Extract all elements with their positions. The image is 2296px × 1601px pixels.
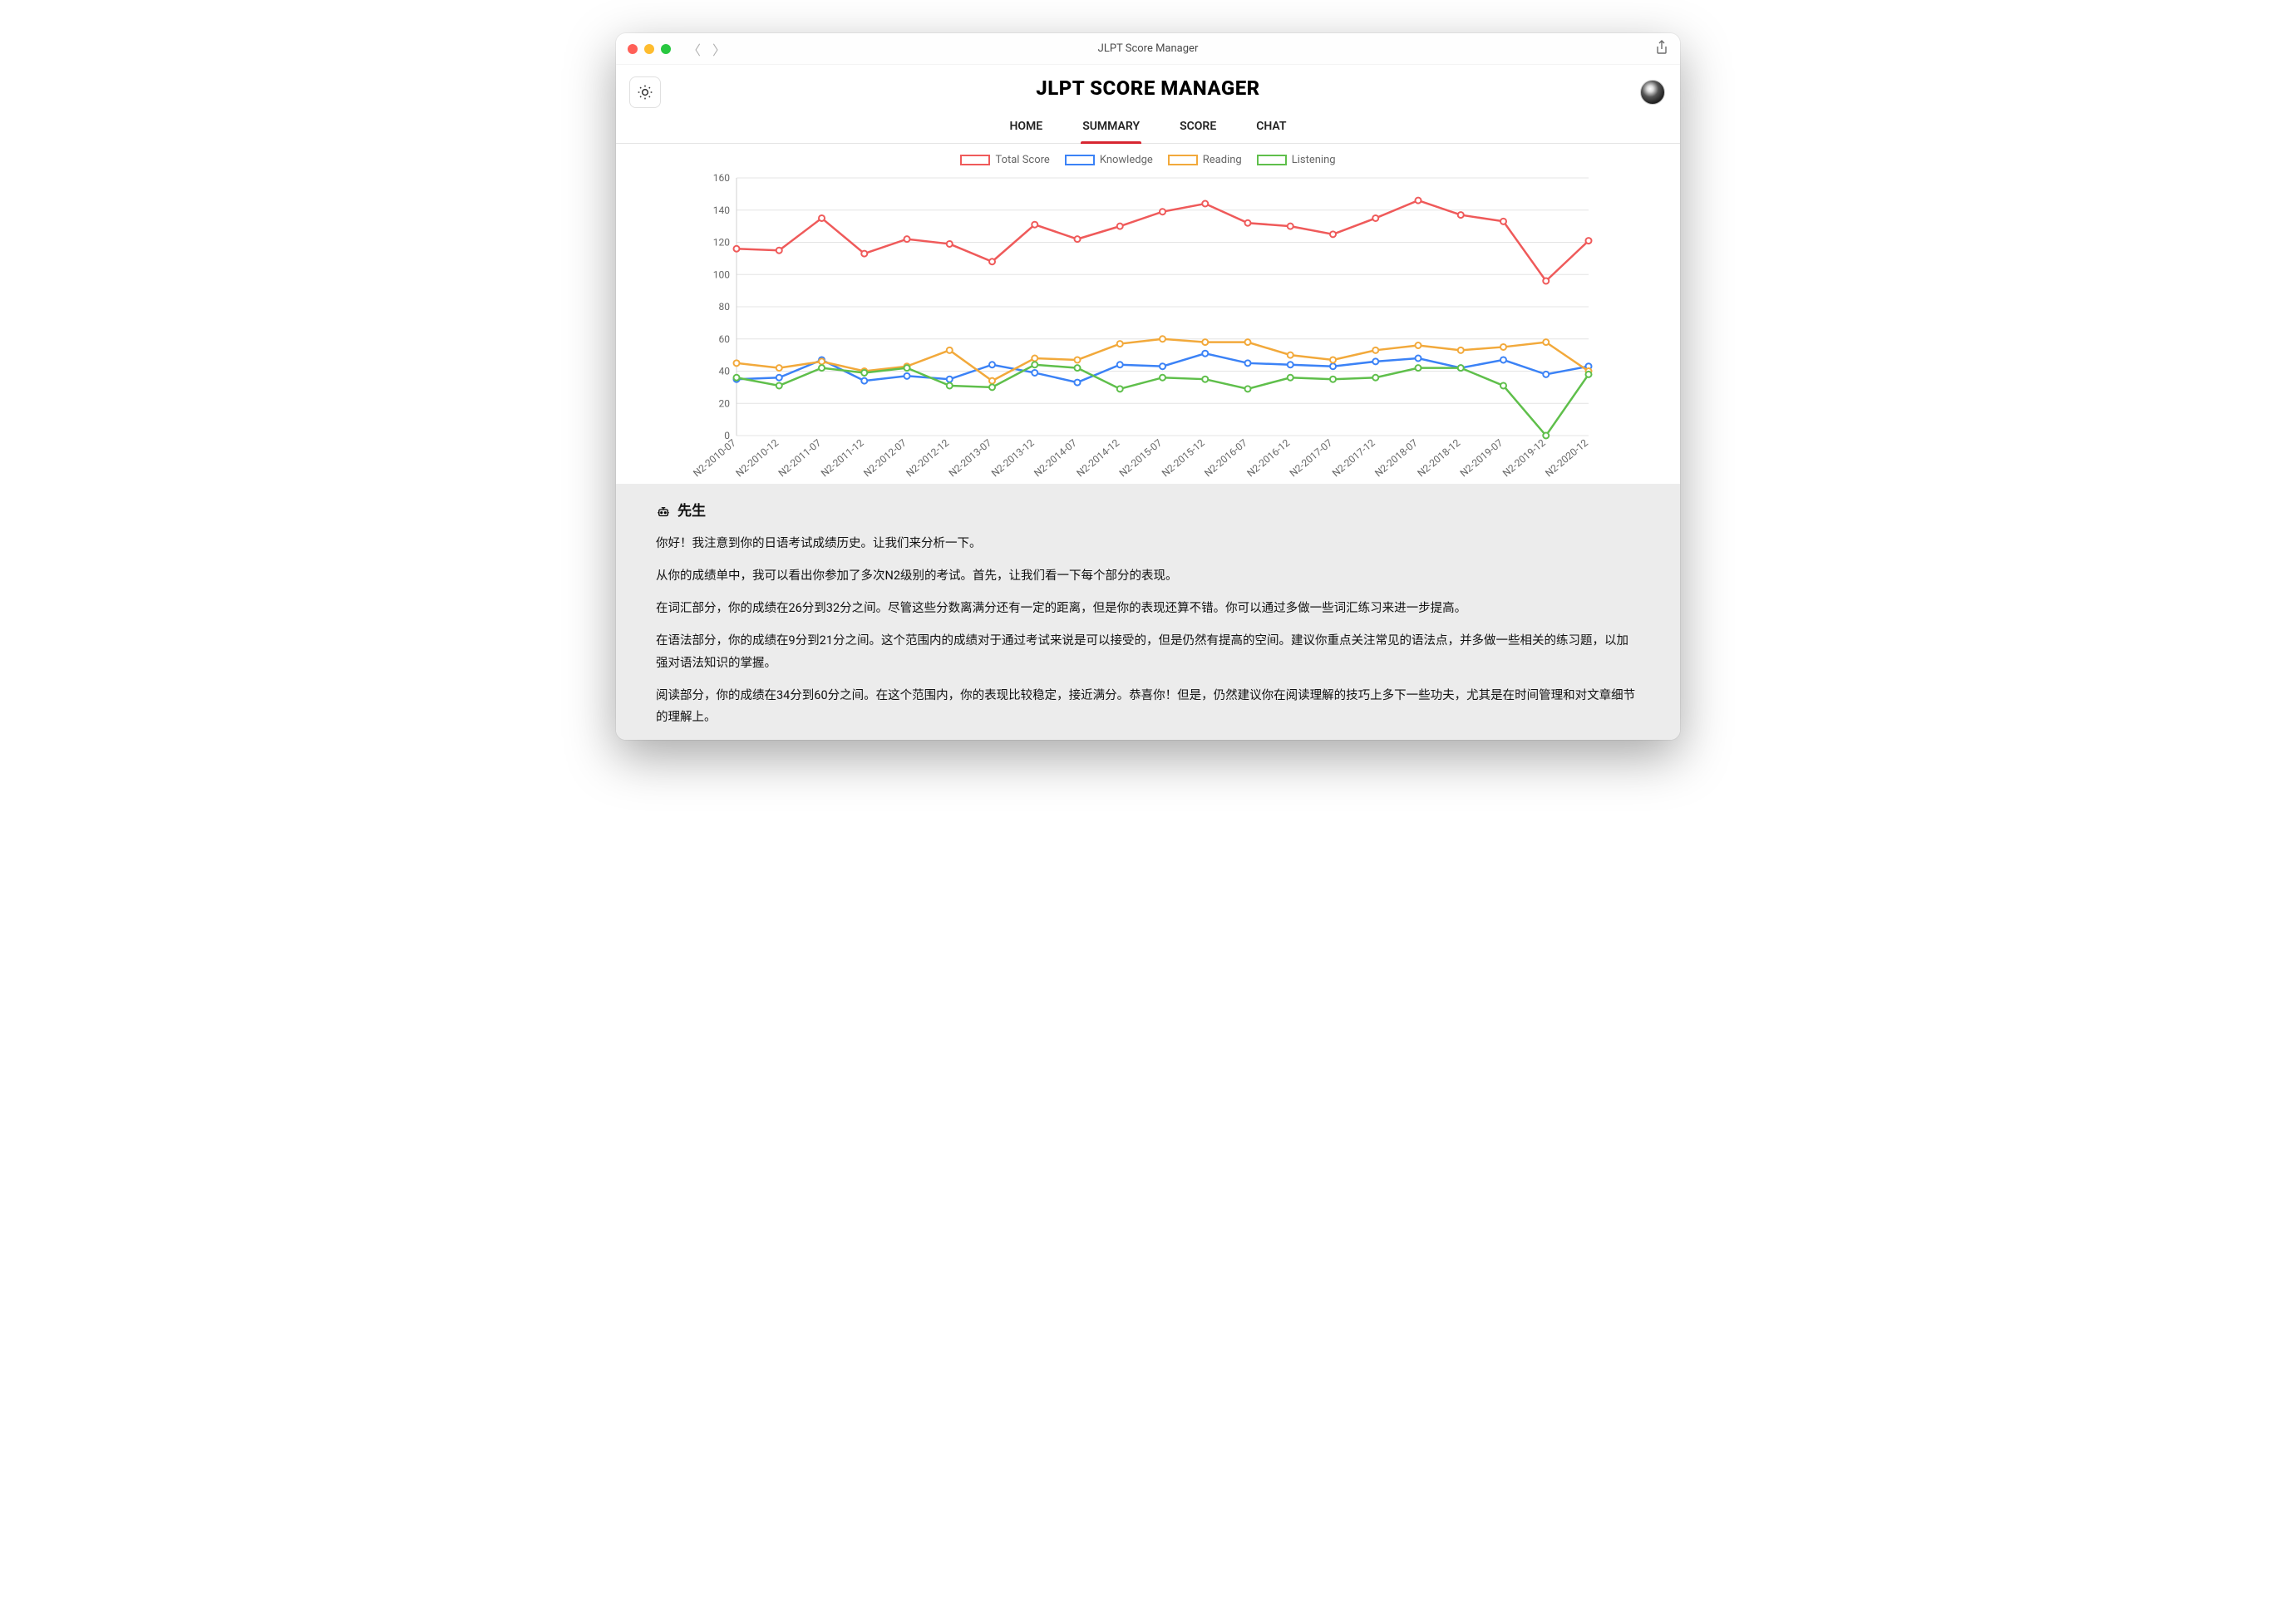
svg-text:160: 160 [713,172,730,184]
svg-text:120: 120 [713,237,730,249]
svg-text:N2-2018-07: N2-2018-07 [1372,436,1420,477]
legend-item-reading[interactable]: Reading [1168,154,1242,166]
sun-icon [637,84,653,101]
analysis-paragraph: 听力部分，你的成绩在0分到44分之间。听力是许多学生最具挑战性的部分，所以你不是… [656,739,1640,740]
svg-text:N2-2017-07: N2-2017-07 [1288,436,1335,477]
app-header: JLPT SCORE MANAGER HOME SUMMARY SCORE CHAT [616,65,1680,144]
svg-text:140: 140 [713,204,730,216]
analysis-paragraph: 你好！我注意到你的日语考试成绩历史。让我们来分析一下。 [656,533,1640,555]
legend-label: Reading [1203,154,1242,166]
nav-arrows: 〈 〉 [687,39,726,59]
analysis-header: 先生 [656,499,1640,525]
svg-text:N2-2012-07: N2-2012-07 [861,436,909,477]
svg-text:N2-2013-07: N2-2013-07 [947,436,994,477]
analysis-body: 你好！我注意到你的日语考试成绩历史。让我们来分析一下。从你的成绩单中，我可以看出… [656,533,1640,740]
tab-summary[interactable]: SUMMARY [1081,111,1141,143]
svg-text:N2-2015-12: N2-2015-12 [1160,436,1207,477]
svg-text:N2-2019-07: N2-2019-07 [1458,436,1505,477]
svg-text:40: 40 [719,366,731,377]
legend-swatch [960,155,990,165]
tab-chat[interactable]: CHAT [1254,111,1288,143]
svg-text:N2-2011-07: N2-2011-07 [776,436,824,477]
analysis-panel: 先生 你好！我注意到你的日语考试成绩历史。让我们来分析一下。从你的成绩单中，我可… [616,484,1680,740]
score-chart: 020406080100120140160N2-2010-07N2-2010-1… [666,170,1630,477]
svg-text:20: 20 [719,397,731,409]
svg-text:N2-2020-12: N2-2020-12 [1543,436,1590,477]
chart-legend: Total Score Knowledge Reading Listening [666,154,1630,166]
legend-label: Knowledge [1100,154,1153,166]
maximize-window-button[interactable] [661,44,671,54]
svg-text:N2-2017-12: N2-2017-12 [1330,436,1377,477]
legend-swatch [1257,155,1287,165]
legend-item-knowledge[interactable]: Knowledge [1065,154,1153,166]
nav-tabs: HOME SUMMARY SCORE CHAT [1008,111,1288,143]
avatar[interactable] [1640,80,1665,105]
svg-text:N2-2014-12: N2-2014-12 [1074,436,1121,477]
svg-text:N2-2019-12: N2-2019-12 [1500,436,1548,477]
share-icon[interactable] [1655,40,1668,58]
svg-text:N2-2012-12: N2-2012-12 [904,436,951,477]
tab-score[interactable]: SCORE [1178,111,1218,143]
svg-text:80: 80 [719,301,731,313]
svg-text:N2-2016-07: N2-2016-07 [1202,436,1249,477]
titlebar: 〈 〉 JLPT Score Manager [616,33,1680,65]
forward-button[interactable]: 〉 [712,39,726,59]
tab-home[interactable]: HOME [1008,111,1044,143]
back-button[interactable]: 〈 [687,39,701,59]
legend-item-total-score[interactable]: Total Score [960,154,1049,166]
minimize-window-button[interactable] [644,44,654,54]
svg-text:N2-2010-12: N2-2010-12 [733,436,781,477]
svg-text:60: 60 [719,333,731,345]
svg-text:100: 100 [713,268,730,280]
analysis-paragraph: 在词汇部分，你的成绩在26分到32分之间。尽管这些分数离满分还有一定的距离，但是… [656,598,1640,620]
svg-text:N2-2015-07: N2-2015-07 [1117,436,1165,477]
analysis-paragraph: 从你的成绩单中，我可以看出你参加了多次N2级别的考试。首先，让我们看一下每个部分… [656,565,1640,588]
analysis-speaker: 先生 [677,499,706,525]
theme-toggle-button[interactable] [629,76,661,108]
svg-text:N2-2013-12: N2-2013-12 [989,436,1037,477]
close-window-button[interactable] [628,44,638,54]
window-title: JLPT Score Manager [616,42,1680,55]
traffic-lights [628,44,671,54]
robot-icon [656,505,671,520]
svg-text:N2-2011-12: N2-2011-12 [819,436,866,477]
chart-area: Total ScoreKnowledgeReadingListening 020… [616,144,1680,484]
legend-item-listening[interactable]: Listening [1257,154,1336,166]
svg-text:N2-2014-07: N2-2014-07 [1032,436,1079,477]
svg-text:N2-2018-12: N2-2018-12 [1415,436,1462,477]
legend-swatch [1065,155,1095,165]
legend-swatch [1168,155,1198,165]
svg-text:N2-2010-07: N2-2010-07 [691,436,738,477]
analysis-paragraph: 在语法部分，你的成绩在9分到21分之间。这个范围内的成绩对于通过考试来说是可以接… [656,630,1640,675]
app-window: 〈 〉 JLPT Score Manager JLPT SCORE MANAGE… [616,33,1680,740]
analysis-paragraph: 阅读部分，你的成绩在34分到60分之间。在这个范围内，你的表现比较稳定，接近满分… [656,685,1640,730]
app-title: JLPT SCORE MANAGER [1036,76,1259,100]
legend-label: Listening [1292,154,1336,166]
legend-label: Total Score [995,154,1049,166]
svg-text:N2-2016-12: N2-2016-12 [1244,436,1292,477]
